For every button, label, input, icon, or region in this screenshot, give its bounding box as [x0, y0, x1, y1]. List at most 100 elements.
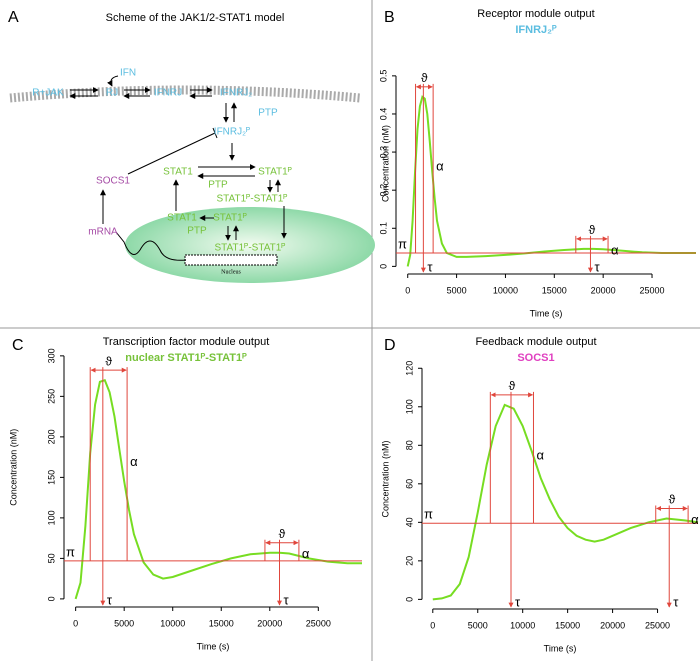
- dna: [184, 254, 278, 266]
- amp-label: α: [302, 546, 310, 561]
- y-axis-label: Concentration (nM): [380, 125, 390, 202]
- tau-label: τ: [283, 592, 289, 607]
- x-tick-label: 20000: [591, 285, 616, 295]
- y-tick-label: 0: [378, 264, 388, 269]
- membrane: [9, 85, 361, 103]
- x-tick-label: 0: [430, 620, 435, 630]
- y-tick-label: 120: [404, 361, 414, 376]
- node-label: R+JAK: [32, 88, 64, 99]
- node-label: mRNA: [88, 227, 118, 238]
- node-label: STAT1ᴾ: [258, 167, 292, 178]
- node-label: IFNRJ₂: [220, 88, 252, 99]
- x-axis-label: Time (s): [530, 308, 563, 318]
- tau-label: τ: [673, 594, 679, 609]
- data-line: [406, 95, 696, 267]
- node-label: STAT1ᴾ-STAT1ᴾ: [217, 194, 288, 205]
- y-tick-label: 250: [46, 389, 56, 404]
- y-tick-label: 0.2: [378, 184, 388, 197]
- node-label: SOCS1: [96, 176, 130, 187]
- node-label: STAT1ᴾ-STAT1ᴾ: [215, 243, 286, 254]
- width-label: ϑ: [589, 223, 596, 237]
- shape: [115, 231, 187, 261]
- node-label: PTP: [187, 226, 207, 237]
- y-tick-label: 60: [404, 479, 414, 489]
- tau-label: τ: [427, 259, 433, 274]
- tau-label: τ: [594, 259, 600, 274]
- tau-label: τ: [107, 592, 113, 607]
- panel-letter: A: [8, 9, 19, 26]
- y-tick-label: 100: [404, 399, 414, 414]
- panel-letter: D: [384, 337, 396, 354]
- node-label: RJ: [106, 88, 118, 99]
- amp-label: α: [691, 512, 699, 527]
- node-label: STAT1: [163, 167, 193, 178]
- y-tick-label: 0: [404, 597, 414, 602]
- node-label: IFNRJ: [154, 88, 182, 99]
- y-tick-label: 0.1: [378, 222, 388, 235]
- y-tick-label: 50: [46, 553, 56, 563]
- x-tick-label: 0: [73, 618, 78, 628]
- node-label: IFNRJ₂ᴾ: [214, 127, 250, 138]
- y-tick-label: 100: [46, 510, 56, 525]
- x-tick-label: 25000: [640, 285, 665, 295]
- diagram-title: Scheme of the JAK1/2-STAT1 model: [106, 12, 285, 24]
- tau-label: τ: [515, 594, 521, 609]
- width-label: ϑ: [669, 493, 676, 507]
- width-label: ϑ: [421, 71, 428, 85]
- x-tick-label: 15000: [542, 285, 567, 295]
- node-label: STAT1: [167, 213, 197, 224]
- x-tick-label: 10000: [160, 618, 185, 628]
- x-axis-label: Time (s): [197, 641, 230, 651]
- y-tick-label: 80: [404, 440, 414, 450]
- x-tick-label: 10000: [493, 285, 518, 295]
- shape: [127, 127, 218, 175]
- x-tick-label: 5000: [114, 618, 134, 628]
- y-tick-label: 150: [46, 470, 56, 485]
- x-tick-label: 10000: [510, 620, 535, 630]
- amp-label: α: [536, 448, 544, 463]
- panel-letter: B: [384, 9, 395, 26]
- chart-subtitle: nuclear STAT1ᴾ-STAT1ᴾ: [125, 352, 247, 364]
- node-label: IFN: [120, 68, 136, 79]
- shape: [106, 75, 119, 87]
- y-axis-label: Concentration (nM): [8, 429, 18, 506]
- x-tick-label: 25000: [306, 618, 331, 628]
- x-tick-label: 0: [405, 285, 410, 295]
- y-tick-label: 40: [404, 517, 414, 527]
- pi-label: π: [424, 507, 433, 522]
- y-tick-label: 0.5: [378, 70, 388, 83]
- width-label: ϑ: [279, 527, 286, 541]
- y-tick-label: 0.3: [378, 146, 388, 159]
- width-label: ϑ: [105, 354, 112, 368]
- node-label: PTP: [208, 180, 228, 191]
- scheme-diagram: [9, 75, 375, 283]
- chart-title: Receptor module output: [477, 8, 594, 20]
- x-tick-label: 5000: [447, 285, 467, 295]
- panel-letter: C: [12, 337, 24, 354]
- y-tick-label: 300: [46, 348, 56, 363]
- y-axis-label: Concentration (nM): [380, 440, 390, 517]
- y-tick-label: 0: [46, 596, 56, 601]
- node-label: PTP: [258, 108, 278, 119]
- amp-label: α: [611, 242, 619, 257]
- x-tick-label: 20000: [600, 620, 625, 630]
- y-tick-label: 0.4: [378, 108, 388, 121]
- pi-label: π: [398, 236, 407, 251]
- node-label: STAT1ᴾ: [213, 213, 247, 224]
- nucleus-label: Nucleus: [221, 269, 241, 275]
- y-tick-label: 20: [404, 556, 414, 566]
- amp-label: α: [436, 158, 444, 173]
- amp-label: α: [130, 454, 138, 469]
- width-label: ϑ: [509, 379, 516, 393]
- x-tick-label: 20000: [257, 618, 282, 628]
- x-tick-label: 15000: [209, 618, 234, 628]
- data-line: [432, 403, 699, 601]
- x-tick-label: 15000: [555, 620, 580, 630]
- chart-subtitle: SOCS1: [517, 352, 554, 364]
- chart-subtitle: IFNRJ₂ᴾ: [515, 24, 557, 36]
- y-tick-label: 200: [46, 429, 56, 444]
- x-tick-label: 25000: [645, 620, 670, 630]
- x-axis-label: Time (s): [544, 643, 577, 653]
- chart-title: Feedback module output: [475, 336, 596, 348]
